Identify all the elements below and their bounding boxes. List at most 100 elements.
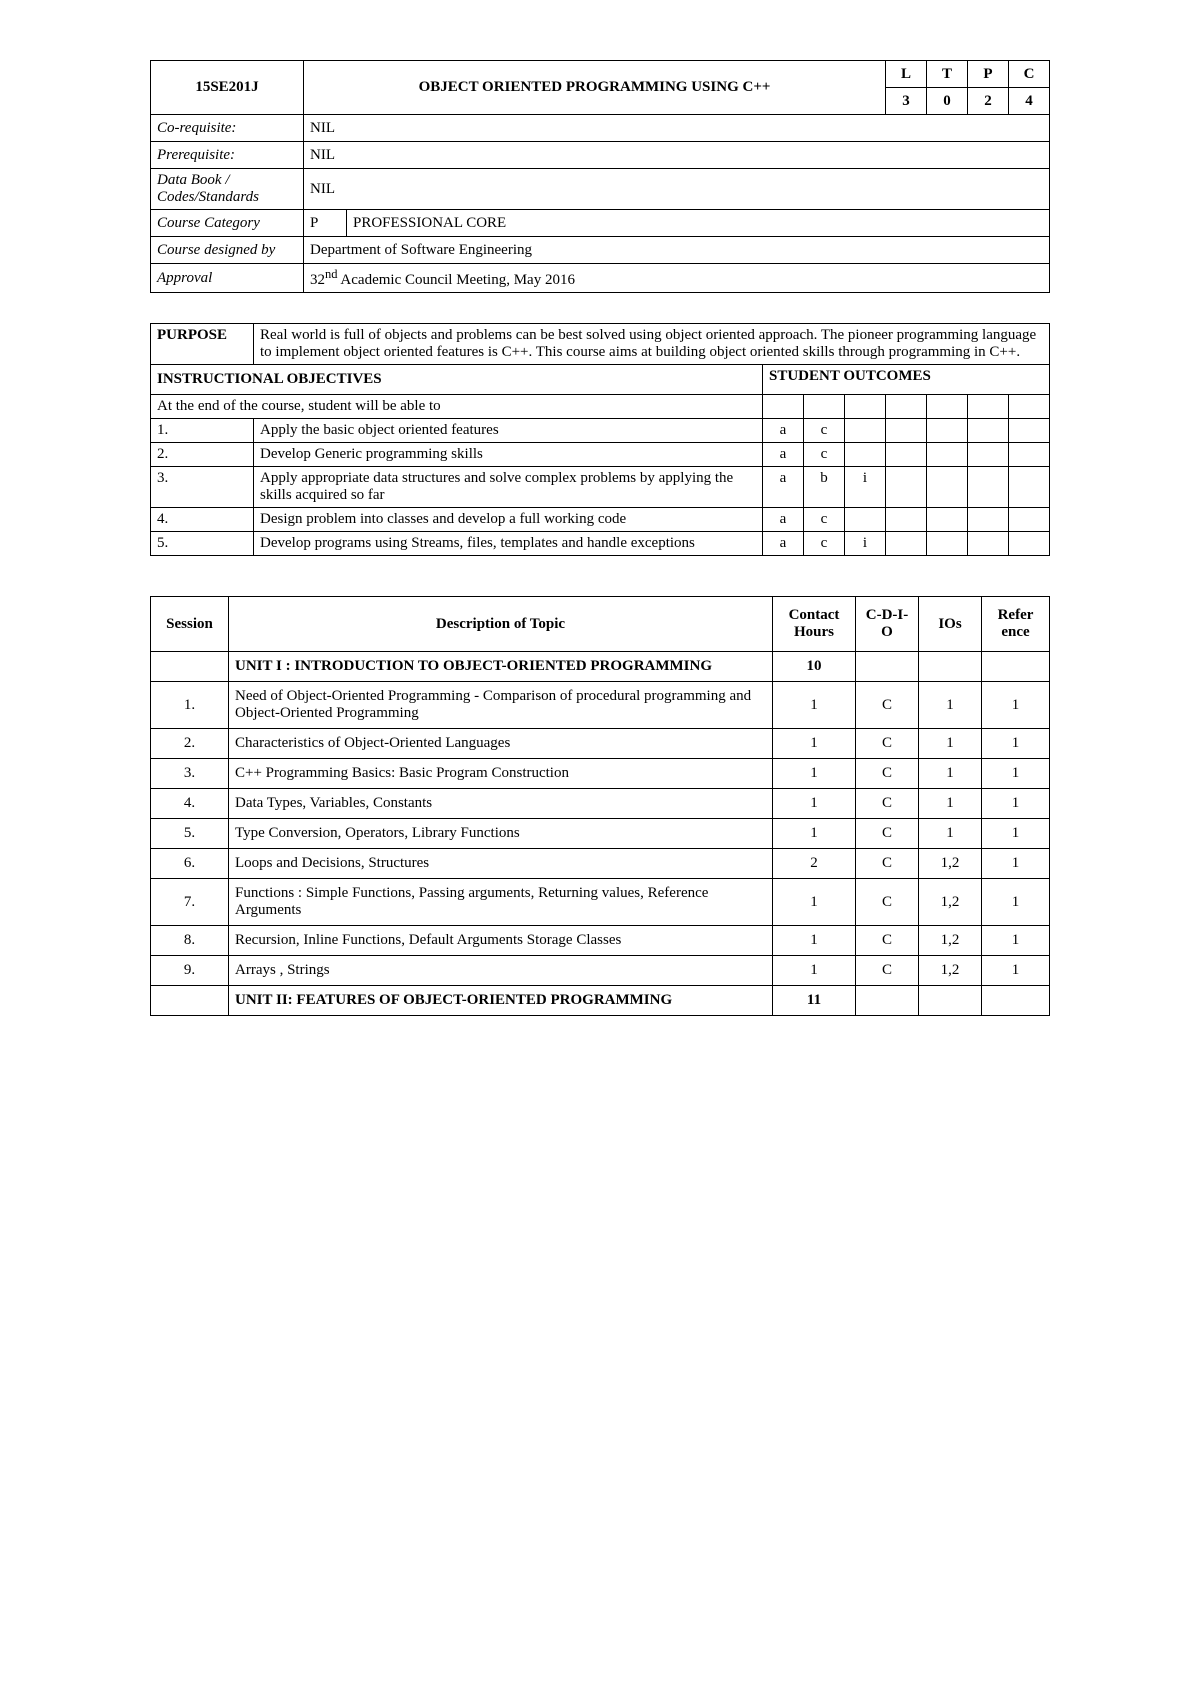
session-ref: 1 bbox=[982, 789, 1050, 819]
outcome-cell: c bbox=[804, 419, 845, 443]
student-outcomes-label: STUDENT OUTCOMES bbox=[763, 365, 1050, 395]
objective-row: 4.Design problem into classes and develo… bbox=[151, 508, 1050, 532]
session-ref: 1 bbox=[982, 926, 1050, 956]
session-ios: 1,2 bbox=[919, 926, 982, 956]
session-ref bbox=[982, 986, 1050, 1016]
outcome-cell: b bbox=[804, 467, 845, 508]
ltpc-P-val: 2 bbox=[968, 88, 1009, 115]
col-ref: Refer ence bbox=[982, 597, 1050, 652]
session-row: 9.Arrays , Strings1C1,21 bbox=[151, 956, 1050, 986]
session-row: 6.Loops and Decisions, Structures2C1,21 bbox=[151, 849, 1050, 879]
designedby-value: Department of Software Engineering bbox=[304, 237, 1050, 264]
outcome-cell bbox=[886, 443, 927, 467]
session-num: 8. bbox=[151, 926, 229, 956]
session-ref: 1 bbox=[982, 759, 1050, 789]
session-hours: 1 bbox=[773, 926, 856, 956]
session-cdio: C bbox=[856, 819, 919, 849]
course-title: OBJECT ORIENTED PROGRAMMING USING C++ bbox=[304, 61, 886, 115]
session-row: 3.C++ Programming Basics: Basic Program … bbox=[151, 759, 1050, 789]
outcome-cell bbox=[1009, 467, 1050, 508]
session-desc: Type Conversion, Operators, Library Func… bbox=[229, 819, 773, 849]
session-row: 4.Data Types, Variables, Constants1C11 bbox=[151, 789, 1050, 819]
session-cdio: C bbox=[856, 729, 919, 759]
session-num: 6. bbox=[151, 849, 229, 879]
session-ios: 1 bbox=[919, 759, 982, 789]
objective-text: Develop programs using Streams, files, t… bbox=[254, 532, 763, 556]
outcome-cell: i bbox=[845, 532, 886, 556]
course-header-table: 15SE201J OBJECT ORIENTED PROGRAMMING USI… bbox=[150, 60, 1050, 293]
purpose-text: Real world is full of objects and proble… bbox=[254, 324, 1050, 365]
objectives-intro: At the end of the course, student will b… bbox=[151, 395, 763, 419]
session-hours: 10 bbox=[773, 652, 856, 682]
session-cdio: C bbox=[856, 956, 919, 986]
session-ios bbox=[919, 652, 982, 682]
session-desc: UNIT I : INTRODUCTION TO OBJECT-ORIENTED… bbox=[229, 652, 773, 682]
objective-num: 3. bbox=[151, 467, 254, 508]
ltpc-P: P bbox=[968, 61, 1009, 88]
col-session: Session bbox=[151, 597, 229, 652]
session-hours: 1 bbox=[773, 729, 856, 759]
outcome-cell bbox=[968, 508, 1009, 532]
approval-sup: nd bbox=[325, 267, 338, 281]
session-ref: 1 bbox=[982, 879, 1050, 926]
objective-row: 2.Develop Generic programming skillsac bbox=[151, 443, 1050, 467]
objective-num: 1. bbox=[151, 419, 254, 443]
outcome-cell bbox=[968, 532, 1009, 556]
session-num: 3. bbox=[151, 759, 229, 789]
session-num: 9. bbox=[151, 956, 229, 986]
session-num: 2. bbox=[151, 729, 229, 759]
session-cdio: C bbox=[856, 849, 919, 879]
session-ref: 1 bbox=[982, 849, 1050, 879]
session-desc: Data Types, Variables, Constants bbox=[229, 789, 773, 819]
session-num: 1. bbox=[151, 682, 229, 729]
session-ios: 1 bbox=[919, 729, 982, 759]
ltpc-L-val: 3 bbox=[886, 88, 927, 115]
session-cdio bbox=[856, 652, 919, 682]
outcome-cell: c bbox=[804, 443, 845, 467]
session-desc: C++ Programming Basics: Basic Program Co… bbox=[229, 759, 773, 789]
category-label: Course Category bbox=[151, 210, 304, 237]
ltpc-T-val: 0 bbox=[927, 88, 968, 115]
session-row: UNIT II: FEATURES OF OBJECT-ORIENTED PRO… bbox=[151, 986, 1050, 1016]
session-hours: 1 bbox=[773, 789, 856, 819]
session-num: 7. bbox=[151, 879, 229, 926]
session-cdio: C bbox=[856, 789, 919, 819]
session-hours: 1 bbox=[773, 682, 856, 729]
session-row: UNIT I : INTRODUCTION TO OBJECT-ORIENTED… bbox=[151, 652, 1050, 682]
session-num: 4. bbox=[151, 789, 229, 819]
ltpc-C-val: 4 bbox=[1009, 88, 1050, 115]
outcome-cell: a bbox=[763, 532, 804, 556]
session-ios bbox=[919, 986, 982, 1016]
outcome-cell bbox=[845, 419, 886, 443]
outcome-cell bbox=[927, 443, 968, 467]
coreq-label: Co-requisite: bbox=[151, 115, 304, 142]
designedby-label: Course designed by bbox=[151, 237, 304, 264]
outcome-cell bbox=[845, 508, 886, 532]
course-code: 15SE201J bbox=[151, 61, 304, 115]
session-cdio: C bbox=[856, 879, 919, 926]
instructional-objectives-label: INSTRUCTIONAL OBJECTIVES bbox=[151, 365, 763, 395]
objective-num: 2. bbox=[151, 443, 254, 467]
session-desc: Functions : Simple Functions, Passing ar… bbox=[229, 879, 773, 926]
session-row: 7.Functions : Simple Functions, Passing … bbox=[151, 879, 1050, 926]
objective-text: Apply the basic object oriented features bbox=[254, 419, 763, 443]
category-code: P bbox=[304, 210, 347, 237]
ltpc-T: T bbox=[927, 61, 968, 88]
session-ref bbox=[982, 652, 1050, 682]
outcome-cell bbox=[927, 508, 968, 532]
purpose-label: PURPOSE bbox=[151, 324, 254, 365]
outcome-cell bbox=[845, 443, 886, 467]
outcome-cell bbox=[927, 419, 968, 443]
session-desc: Characteristics of Object-Oriented Langu… bbox=[229, 729, 773, 759]
approval-label: Approval bbox=[151, 264, 304, 293]
session-desc: Recursion, Inline Functions, Default Arg… bbox=[229, 926, 773, 956]
databook-label: Data Book / Codes/Standards bbox=[151, 169, 304, 210]
session-num: 5. bbox=[151, 819, 229, 849]
outcome-cell: a bbox=[763, 443, 804, 467]
col-hours: Contact Hours bbox=[773, 597, 856, 652]
prereq-label: Prerequisite: bbox=[151, 142, 304, 169]
objective-text: Apply appropriate data structures and so… bbox=[254, 467, 763, 508]
session-hours: 1 bbox=[773, 819, 856, 849]
session-row: 5.Type Conversion, Operators, Library Fu… bbox=[151, 819, 1050, 849]
outcome-cell bbox=[968, 443, 1009, 467]
